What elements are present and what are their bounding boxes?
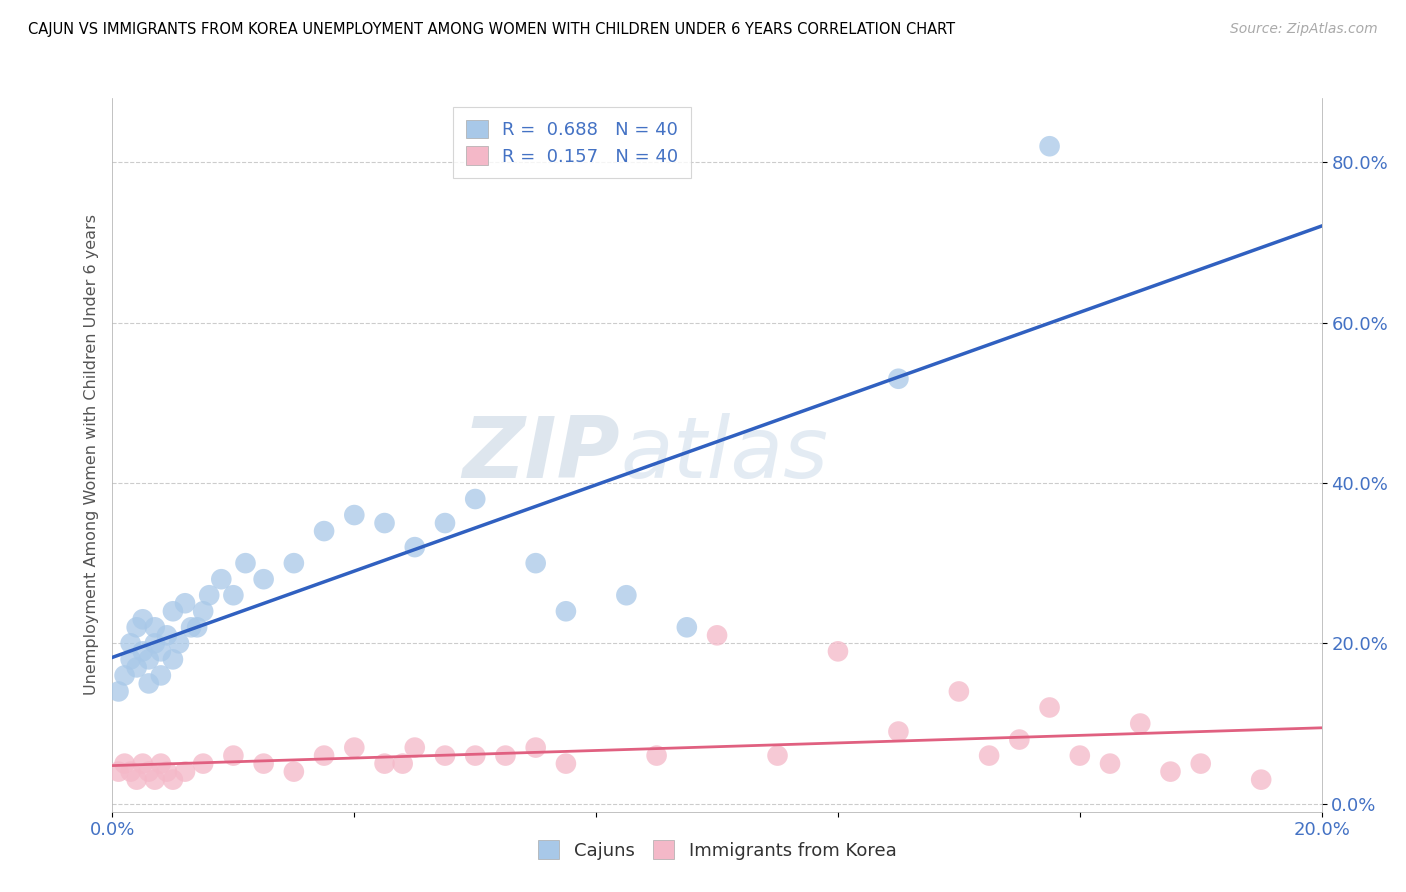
Point bbox=[107, 684, 129, 698]
Point bbox=[616, 588, 638, 602]
Point bbox=[404, 540, 426, 554]
Point bbox=[1129, 716, 1152, 731]
Text: atlas: atlas bbox=[620, 413, 828, 497]
Point bbox=[125, 660, 148, 674]
Point bbox=[132, 756, 155, 771]
Point bbox=[198, 588, 221, 602]
Point bbox=[404, 740, 426, 755]
Point bbox=[1008, 732, 1031, 747]
Point bbox=[1189, 756, 1212, 771]
Point bbox=[107, 764, 129, 779]
Y-axis label: Unemployment Among Women with Children Under 6 years: Unemployment Among Women with Children U… bbox=[83, 214, 98, 696]
Point bbox=[138, 764, 160, 779]
Point bbox=[706, 628, 728, 642]
Point bbox=[209, 572, 232, 586]
Point bbox=[887, 724, 910, 739]
Point bbox=[1069, 748, 1091, 763]
Point bbox=[120, 764, 142, 779]
Point bbox=[391, 756, 413, 771]
Point bbox=[645, 748, 668, 763]
Point bbox=[433, 748, 456, 763]
Text: ZIP: ZIP bbox=[463, 413, 620, 497]
Point bbox=[283, 764, 305, 779]
Point bbox=[191, 756, 214, 771]
Point bbox=[314, 524, 336, 538]
Point bbox=[977, 748, 1000, 763]
Point bbox=[374, 756, 396, 771]
Point bbox=[1038, 700, 1062, 714]
Point bbox=[343, 508, 366, 522]
Point bbox=[766, 748, 789, 763]
Point bbox=[162, 772, 184, 787]
Point bbox=[343, 740, 366, 755]
Point bbox=[675, 620, 697, 634]
Point bbox=[235, 556, 257, 570]
Legend: Cajuns, Immigrants from Korea: Cajuns, Immigrants from Korea bbox=[530, 833, 904, 867]
Point bbox=[138, 676, 160, 690]
Point bbox=[186, 620, 208, 634]
Point bbox=[433, 516, 456, 530]
Point bbox=[162, 604, 184, 618]
Point bbox=[524, 740, 547, 755]
Point bbox=[120, 636, 142, 650]
Point bbox=[887, 372, 910, 386]
Point bbox=[554, 756, 576, 771]
Point bbox=[125, 772, 148, 787]
Point bbox=[149, 644, 172, 658]
Point bbox=[222, 588, 245, 602]
Point bbox=[143, 772, 166, 787]
Point bbox=[143, 620, 166, 634]
Point bbox=[1250, 772, 1272, 787]
Point bbox=[191, 604, 214, 618]
Point bbox=[253, 756, 276, 771]
Text: CAJUN VS IMMIGRANTS FROM KOREA UNEMPLOYMENT AMONG WOMEN WITH CHILDREN UNDER 6 YE: CAJUN VS IMMIGRANTS FROM KOREA UNEMPLOYM… bbox=[28, 22, 955, 37]
Point bbox=[1038, 139, 1062, 153]
Point bbox=[495, 748, 517, 763]
Point bbox=[120, 652, 142, 666]
Point bbox=[138, 652, 160, 666]
Point bbox=[132, 612, 155, 626]
Text: Source: ZipAtlas.com: Source: ZipAtlas.com bbox=[1230, 22, 1378, 37]
Point bbox=[374, 516, 396, 530]
Point bbox=[162, 652, 184, 666]
Point bbox=[156, 628, 179, 642]
Point bbox=[314, 748, 336, 763]
Point bbox=[253, 572, 276, 586]
Point bbox=[149, 756, 172, 771]
Point bbox=[143, 636, 166, 650]
Point bbox=[464, 491, 486, 506]
Point bbox=[524, 556, 547, 570]
Point bbox=[156, 764, 179, 779]
Point bbox=[149, 668, 172, 682]
Point bbox=[167, 636, 190, 650]
Point bbox=[132, 644, 155, 658]
Point bbox=[1098, 756, 1121, 771]
Point bbox=[174, 596, 197, 610]
Point bbox=[125, 620, 148, 634]
Point bbox=[948, 684, 970, 698]
Point bbox=[174, 764, 197, 779]
Point bbox=[180, 620, 202, 634]
Point bbox=[283, 556, 305, 570]
Point bbox=[1159, 764, 1181, 779]
Point bbox=[464, 748, 486, 763]
Point bbox=[114, 668, 136, 682]
Point bbox=[554, 604, 576, 618]
Point bbox=[114, 756, 136, 771]
Point bbox=[827, 644, 849, 658]
Point bbox=[222, 748, 245, 763]
